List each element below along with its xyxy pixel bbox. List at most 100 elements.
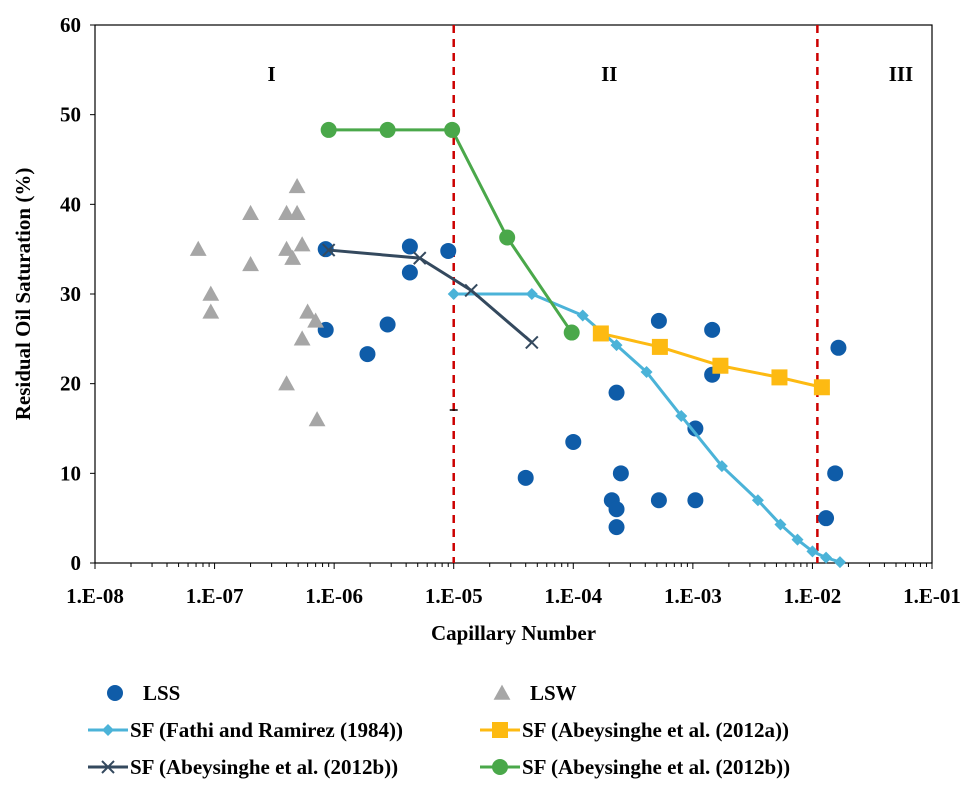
y-axis-title: Residual Oil Saturation (%) xyxy=(11,168,35,421)
data-point xyxy=(608,384,625,401)
series-group-1 xyxy=(189,178,326,427)
series-group-4 xyxy=(321,243,539,350)
data-point xyxy=(379,121,396,138)
x-tick-label: 1.E-08 xyxy=(66,584,124,608)
legend-item: SF (Abeysinghe et al. (2012b)) xyxy=(480,755,790,779)
data-point xyxy=(447,288,460,300)
x-tick-label: 1.E-02 xyxy=(784,584,842,608)
data-point xyxy=(563,324,580,341)
data-point xyxy=(293,330,311,346)
data-point xyxy=(608,519,625,536)
x-tick-label: 1.E-03 xyxy=(664,584,722,608)
data-point xyxy=(525,288,538,300)
series-group-3 xyxy=(592,325,830,396)
legend-marker xyxy=(102,724,114,736)
data-point xyxy=(565,433,582,450)
legend-label: LSS xyxy=(143,681,180,705)
region-label: II xyxy=(601,62,617,86)
legend-item: SF (Abeysinghe et al. (2012a)) xyxy=(480,718,789,742)
data-point xyxy=(320,121,337,138)
legend-item: LSS xyxy=(107,681,180,705)
data-point xyxy=(293,236,311,252)
data-point xyxy=(715,460,728,473)
y-tick-label: 60 xyxy=(60,13,81,37)
data-point xyxy=(712,357,729,374)
data-point xyxy=(675,409,688,422)
x-tick-label: 1.E-06 xyxy=(305,584,363,608)
legend-label: SF (Fathi and Ramirez (1984)) xyxy=(130,718,403,742)
data-point xyxy=(288,204,306,221)
data-point xyxy=(307,312,325,328)
data-point xyxy=(687,420,704,437)
data-point xyxy=(827,465,844,482)
data-point xyxy=(813,379,830,396)
data-point xyxy=(499,229,516,246)
data-point xyxy=(202,303,220,319)
series-group-5 xyxy=(320,121,580,341)
legend-marker xyxy=(107,685,123,701)
data-point xyxy=(242,256,259,272)
data-point xyxy=(774,518,787,531)
data-point xyxy=(610,339,623,352)
data-point xyxy=(464,283,478,298)
data-point xyxy=(650,312,667,329)
y-tick-label: 0 xyxy=(71,551,82,575)
region-label: III xyxy=(889,62,914,86)
data-point xyxy=(751,494,764,507)
y-tick-label: 20 xyxy=(60,372,81,396)
data-point xyxy=(704,321,721,338)
series-group-0 xyxy=(317,238,847,536)
legend-marker xyxy=(492,759,508,775)
data-point xyxy=(299,303,317,319)
data-point xyxy=(317,241,334,258)
data-point xyxy=(525,335,539,350)
data-point xyxy=(687,492,704,509)
data-point xyxy=(278,204,295,221)
data-point xyxy=(284,249,302,265)
data-point xyxy=(288,178,306,194)
data-point xyxy=(359,346,376,363)
series-line xyxy=(328,128,573,334)
data-point xyxy=(413,251,427,265)
legend-item: SF (Fathi and Ramirez (1984)) xyxy=(88,718,403,742)
series-line xyxy=(328,248,533,344)
data-point xyxy=(612,465,629,482)
data-point xyxy=(444,121,461,138)
legend-item: LSW xyxy=(493,681,577,705)
y-tick-label: 50 xyxy=(60,103,81,127)
y-tick-label: 10 xyxy=(60,461,81,485)
region-label: I xyxy=(268,62,276,86)
data-point xyxy=(278,375,295,391)
y-tick-label: 30 xyxy=(60,282,81,306)
data-point xyxy=(771,369,788,386)
series-group-2 xyxy=(447,288,846,569)
data-point xyxy=(820,551,833,564)
x-tick-label: 1.E-07 xyxy=(186,584,244,608)
x-tick-label: 1.E-04 xyxy=(544,584,602,608)
y-tick-label: 40 xyxy=(60,192,81,216)
legend-marker xyxy=(493,684,511,700)
data-point xyxy=(818,510,835,527)
legend-marker xyxy=(492,722,508,738)
data-point xyxy=(202,285,220,301)
data-point xyxy=(833,556,846,569)
data-point xyxy=(321,243,336,257)
x-tick-label: 1.E-01 xyxy=(903,584,961,608)
legend-item: SF (Abeysinghe et al. (2012b)) xyxy=(88,755,398,779)
data-point xyxy=(830,339,847,356)
data-point xyxy=(308,411,326,427)
legend-marker xyxy=(101,760,115,774)
legend-label: SF (Abeysinghe et al. (2012b)) xyxy=(522,755,790,779)
data-point xyxy=(640,366,653,379)
data-point xyxy=(379,316,396,333)
data-point xyxy=(608,501,625,518)
data-point xyxy=(791,533,804,546)
legend-label: SF (Abeysinghe et al. (2012b)) xyxy=(130,755,398,779)
data-point xyxy=(278,240,295,256)
legend-label: LSW xyxy=(530,681,577,705)
data-point xyxy=(650,492,667,509)
x-axis-title: Capillary Number xyxy=(431,621,596,645)
data-point xyxy=(440,242,457,259)
